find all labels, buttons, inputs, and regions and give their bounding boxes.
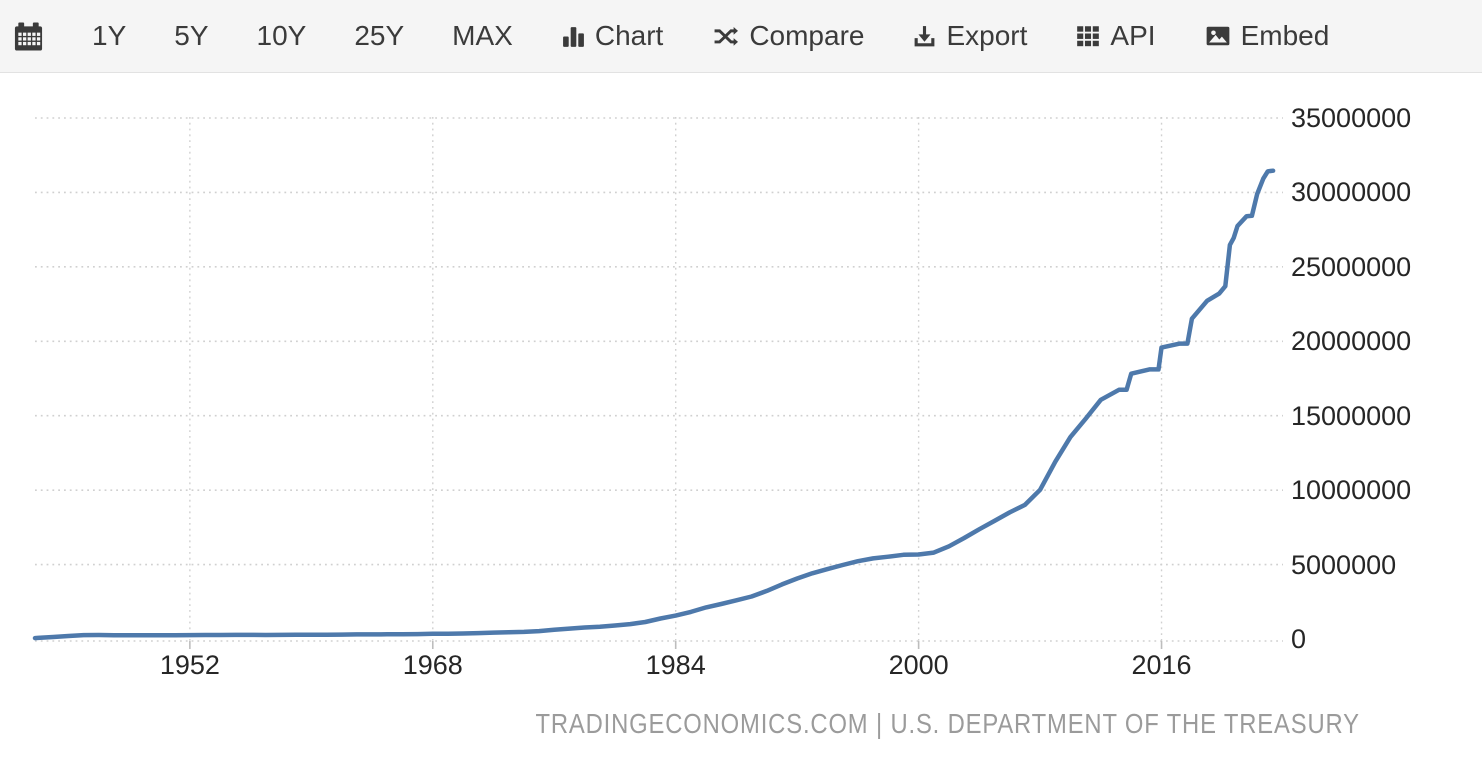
debt-series-line[interactable] xyxy=(32,168,1276,641)
range-25y-button[interactable]: 25Y xyxy=(354,22,404,50)
y-axis-label: 30000000 xyxy=(1291,177,1412,208)
range-25y-label: 25Y xyxy=(354,20,405,51)
chart-toolbar: 1Y 5Y 10Y 25Y MAX Chart xyxy=(0,0,1482,73)
y-axis-label: 5000000 xyxy=(1291,549,1397,580)
x-axis-label: 2000 xyxy=(888,650,949,680)
y-axis-label: 25000000 xyxy=(1291,251,1412,282)
y-axis-label: 20000000 xyxy=(1291,326,1412,357)
shuffle-icon xyxy=(714,26,739,46)
embed-label: Embed xyxy=(1240,20,1330,51)
x-axis-label: 2016 xyxy=(1131,650,1192,680)
y-axis-label: 35000000 xyxy=(1291,103,1412,133)
x-axis-label: 1968 xyxy=(402,650,463,680)
x-axis-label: 1952 xyxy=(159,650,220,680)
compare-button[interactable]: Compare xyxy=(711,22,864,50)
range-5y-label: 5Y xyxy=(174,20,209,51)
api-button[interactable]: API xyxy=(1075,20,1156,51)
range-10y-label: 10Y xyxy=(256,20,307,51)
image-icon xyxy=(1206,26,1229,46)
embed-button[interactable]: Embed xyxy=(1204,20,1330,51)
calendar-button[interactable] xyxy=(13,21,44,52)
chart-type-label: Chart xyxy=(594,20,664,51)
compare-label: Compare xyxy=(749,20,865,51)
export-label: Export xyxy=(946,20,1028,51)
range-10y-button[interactable]: 10Y xyxy=(257,22,307,50)
grid-icon xyxy=(1077,26,1100,47)
api-label: API xyxy=(1110,20,1156,51)
range-1y-button[interactable]: 1Y xyxy=(92,22,126,50)
range-5y-button[interactable]: 5Y xyxy=(174,22,208,50)
download-icon xyxy=(915,25,935,46)
y-axis-label: 10000000 xyxy=(1291,475,1412,506)
range-max-label: MAX xyxy=(452,20,513,51)
bar-chart-icon xyxy=(562,26,584,47)
range-max-button[interactable]: MAX xyxy=(452,22,513,50)
range-1y-label: 1Y xyxy=(92,20,127,51)
y-axis-label: 15000000 xyxy=(1291,400,1412,431)
y-axis-label: 0 xyxy=(1291,624,1307,654)
export-button[interactable]: Export xyxy=(912,22,1027,50)
chart-type-button[interactable]: Chart xyxy=(561,22,663,50)
x-axis-label: 1984 xyxy=(645,650,706,680)
chart-attribution: TRADINGECONOMICS.COM | U.S. DEPARTMENT O… xyxy=(535,708,1360,739)
calendar-icon xyxy=(14,21,43,51)
